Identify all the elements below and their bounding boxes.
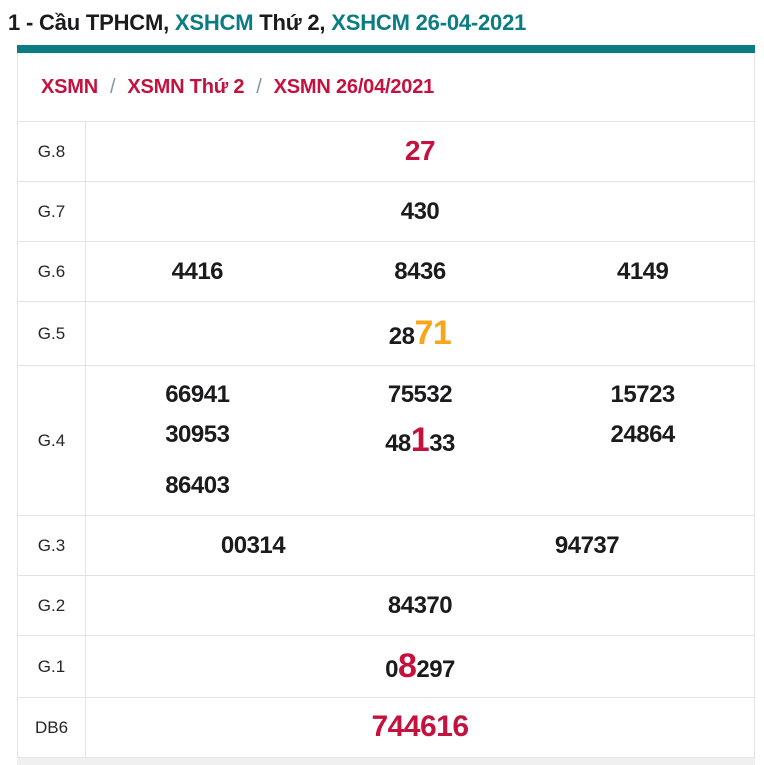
prize-value: 0 8 297 xyxy=(86,645,754,688)
highlighted-digits: 744616 xyxy=(371,710,469,744)
prize-values: 28 71 xyxy=(86,302,754,365)
breadcrumb: XSMN / XSMN Thứ 2 / XSMN 26/04/2021 xyxy=(18,53,754,121)
prize-values: 430 xyxy=(86,182,754,241)
prize-label: G.1 xyxy=(18,636,86,697)
prize-value: 28 71 xyxy=(86,312,754,355)
prize-digits: 28 xyxy=(388,322,415,350)
breadcrumb-separator: / xyxy=(256,75,262,98)
page-title-part: 1 - Cầu TPHCM, xyxy=(8,10,175,35)
prize-value: 4149 xyxy=(531,256,754,288)
prize-value: 15723 xyxy=(531,375,754,415)
prize-digits: 48 xyxy=(385,429,411,457)
prize-digits: 75532 xyxy=(387,381,453,409)
prize-digits: 66941 xyxy=(165,381,230,409)
highlighted-digits: 71 xyxy=(414,313,452,352)
prize-digits: 4416 xyxy=(171,257,224,285)
page-title-part: XSHCM 26-04-2021 xyxy=(331,10,527,35)
prize-row: G.7 430 xyxy=(18,181,754,241)
prize-row: G.2 84370 xyxy=(18,575,754,635)
prize-values: 744616 xyxy=(86,698,754,757)
prize-label: G.3 xyxy=(18,516,86,575)
prize-digits: 4149 xyxy=(616,257,669,285)
breadcrumb-separator: / xyxy=(109,75,116,98)
prize-digits: 30953 xyxy=(165,420,230,448)
prize-row: G.4 66941 75532 15723 30953 48 1 33 24864 86403 xyxy=(18,365,754,515)
results-table: G.8 27 G.7 430 G.6 4416 8436 4149 G.5 28 71 G.4 6694… xyxy=(18,121,754,757)
prize-digits: 15723 xyxy=(610,381,676,409)
prize-value: 66941 xyxy=(86,375,309,415)
prize-row: DB6 744616 xyxy=(18,697,754,757)
page-title-part: Thứ 2, xyxy=(253,10,332,35)
highlighted-digits: 1 xyxy=(410,420,430,459)
prize-row: G.3 00314 94737 xyxy=(18,515,754,575)
highlighted-digits: 27 xyxy=(404,135,436,167)
prize-label: DB6 xyxy=(18,698,86,757)
divider-bar xyxy=(17,45,755,53)
prize-row: G.6 4416 8436 4149 xyxy=(18,241,754,301)
prize-values: 84370 xyxy=(86,576,754,635)
prize-label: G.7 xyxy=(18,182,86,241)
prize-digits: 430 xyxy=(400,197,440,225)
prize-digits: 0 xyxy=(385,655,398,683)
prize-digits: 33 xyxy=(429,429,455,457)
prize-row: G.5 28 71 xyxy=(18,301,754,365)
highlighted-digits: 8 xyxy=(397,646,417,685)
prize-value: 00314 xyxy=(86,530,420,562)
prize-value: 27 xyxy=(86,133,754,169)
prize-values: 0 8 297 xyxy=(86,636,754,697)
prize-value: 30953 xyxy=(86,415,309,466)
breadcrumb-link[interactable]: XSMN 26/04/2021 xyxy=(273,75,435,98)
prize-values: 4416 8436 4149 xyxy=(86,242,754,301)
page-title-part: XSHCM xyxy=(174,10,254,35)
results-panel: XSMN / XSMN Thứ 2 / XSMN 26/04/2021 G.8 27 G.7… xyxy=(17,53,755,758)
prize-digits: 86403 xyxy=(165,472,230,500)
prize-label: G.2 xyxy=(18,576,86,635)
prize-digits: 8436 xyxy=(394,257,446,285)
prize-value: 75532 xyxy=(309,375,532,415)
prize-value: 8436 xyxy=(309,256,532,288)
prize-row: G.1 0 8 297 xyxy=(18,635,754,697)
prize-value: 48 1 33 xyxy=(309,415,532,466)
prize-row: G.8 27 xyxy=(18,121,754,181)
prize-digits: 24864 xyxy=(610,420,676,448)
prize-value: 4416 xyxy=(86,256,309,288)
prize-digits: 00314 xyxy=(220,531,286,559)
prize-label: G.4 xyxy=(18,366,86,515)
page-background-strip xyxy=(17,758,755,765)
prize-value: 24864 xyxy=(531,415,754,466)
prize-value: 86403 xyxy=(86,466,309,506)
prize-value: 430 xyxy=(86,196,754,228)
prize-digits: 297 xyxy=(416,655,455,683)
prize-values: 00314 94737 xyxy=(86,516,754,575)
prize-label: G.6 xyxy=(18,242,86,301)
prize-label: G.5 xyxy=(18,302,86,365)
prize-value: 94737 xyxy=(420,530,754,562)
breadcrumb-link[interactable]: XSMN xyxy=(41,75,98,98)
prize-values: 66941 75532 15723 30953 48 1 33 24864 86403 xyxy=(86,366,754,515)
prize-values: 27 xyxy=(86,122,754,181)
prize-value: 744616 xyxy=(86,708,754,747)
prize-digits: 84370 xyxy=(387,591,453,619)
prize-digits: 94737 xyxy=(554,531,620,559)
prize-label: G.8 xyxy=(18,122,86,181)
page-title: 1 - Cầu TPHCM, XSHCM Thứ 2, XSHCM 26-04-… xyxy=(0,0,764,36)
breadcrumb-link[interactable]: XSMN Thứ 2 xyxy=(127,75,245,98)
prize-value: 84370 xyxy=(86,590,754,622)
